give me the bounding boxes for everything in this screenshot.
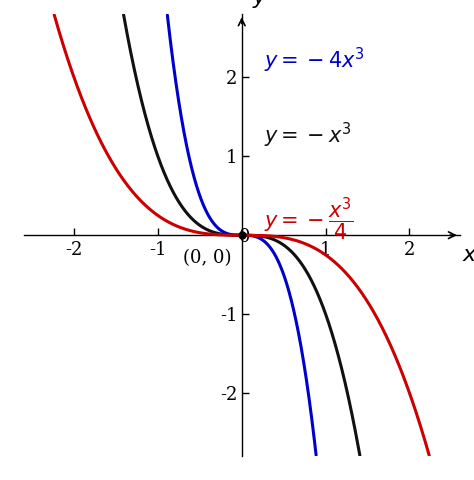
Text: $y = -\dfrac{x^3}{4}$: $y = -\dfrac{x^3}{4}$ <box>264 195 353 243</box>
Text: $y$: $y$ <box>252 0 268 11</box>
Text: $y = -x^3$: $y = -x^3$ <box>264 120 351 150</box>
Text: (0, 0): (0, 0) <box>183 250 232 267</box>
Text: $y = -4x^3$: $y = -4x^3$ <box>264 45 365 74</box>
Text: $x$: $x$ <box>462 245 474 264</box>
